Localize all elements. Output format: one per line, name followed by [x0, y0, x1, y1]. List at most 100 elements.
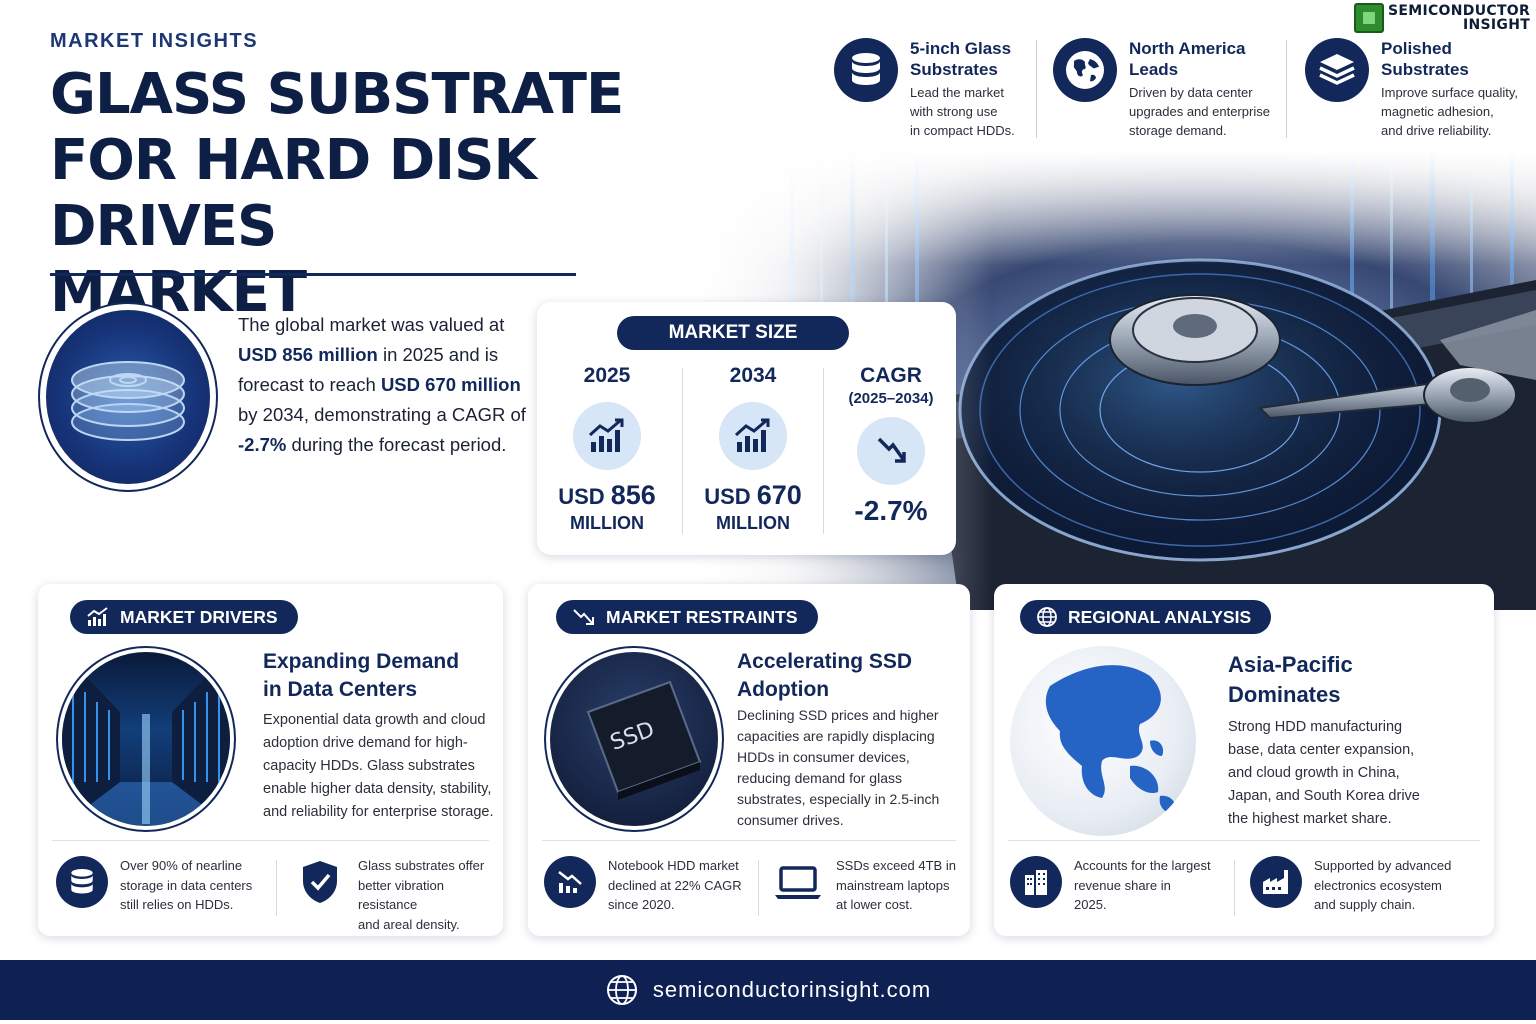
ssd-image: SSD	[544, 646, 724, 832]
card-body-line: capacities are rapidly displacing	[737, 728, 935, 744]
ms-label: CAGR	[860, 364, 922, 387]
stat-line: Supported by advanced	[1314, 858, 1452, 873]
feature-title-l1: North America	[1129, 39, 1246, 58]
feature-north-america: North America Leads Driven by data center…	[1053, 38, 1283, 140]
intro-text: The global market was valued at	[238, 314, 505, 335]
card-body-line: substrates, especially in 2.5-inch	[737, 791, 940, 807]
intro-text: during the forecast period.	[286, 434, 507, 455]
stat-line: Notebook HDD market	[608, 858, 739, 873]
chart-up-icon	[573, 402, 641, 470]
stat-line: 2025.	[1074, 897, 1107, 912]
market-drivers-pill: MARKET DRIVERS	[70, 600, 298, 634]
driver-stat-1: Over 90% of nearline storage in data cen…	[56, 856, 252, 915]
intro-cagr: -2.7%	[238, 434, 287, 455]
intro-value-2025: USD 856 million	[238, 344, 378, 365]
driver-stat-2: Glass substrates offer better vibration …	[294, 856, 503, 934]
feature-title-l1: Polished	[1381, 39, 1452, 58]
intro-text: by 2034, demonstrating a CAGR of	[238, 404, 526, 425]
feature-title-l2: Substrates	[910, 60, 998, 79]
stat-line: still relies on HDDs.	[120, 897, 234, 912]
divider	[1234, 860, 1235, 916]
ms-label: 2025	[583, 364, 631, 387]
divider	[1286, 40, 1287, 138]
divider	[823, 368, 824, 534]
layers-icon	[1305, 38, 1369, 102]
stat-line: at lower cost.	[836, 897, 913, 912]
stat-line: Accounts for the largest	[1074, 858, 1211, 873]
market-size-pill: MARKET SIZE	[617, 316, 849, 350]
feature-desc: magnetic adhesion,	[1381, 104, 1494, 119]
chart-up-icon	[719, 402, 787, 470]
restraint-stat-1: Notebook HDD market declined at 22% CAGR…	[544, 856, 742, 915]
feature-desc: upgrades and enterprise	[1129, 104, 1270, 119]
database-icon	[56, 856, 108, 908]
card-body-line: HDDs in consumer devices,	[737, 749, 910, 765]
stat-line: SSDs exceed 4TB in	[836, 858, 956, 873]
market-restraints-card: MARKET RESTRAINTS SSD Accelerating SSD Ad…	[528, 584, 970, 936]
page-title: GLASS SUBSTRATE FOR HARD DISK DRIVES MAR…	[50, 62, 750, 326]
market-size-2034: 2034 USD 670 MILLION	[683, 364, 823, 534]
globe-icon	[606, 975, 637, 1005]
market-size-cagr: CAGR (2025–2034) -2.7%	[821, 364, 961, 527]
market-size-card: MARKET SIZE 2025 USD 856 MILLION 2034 US…	[537, 302, 956, 555]
card-heading: Dominates	[1228, 682, 1341, 707]
regional-stat-1: Accounts for the largest revenue share i…	[1010, 856, 1211, 915]
divider	[276, 860, 277, 916]
factory-icon	[1250, 856, 1302, 908]
chart-down-icon	[544, 856, 596, 908]
divider	[758, 860, 759, 916]
card-body-line: enable higher data density, stability,	[263, 781, 492, 797]
feature-5inch: 5-inch Glass Substrates Lead the market w…	[834, 38, 1034, 140]
pill-label: MARKET DRIVERS	[120, 606, 278, 627]
arrow-down-right-icon	[857, 417, 925, 485]
feature-polished: Polished Substrates Improve surface quali…	[1305, 38, 1530, 140]
card-body-line: Japan, and South Korea drive	[1228, 788, 1420, 804]
title-divider	[50, 273, 576, 276]
pill-label: MARKET RESTRAINTS	[606, 606, 798, 627]
shield-check-icon	[294, 856, 346, 908]
ms-unit: MILLION	[570, 513, 644, 533]
card-heading: Asia-Pacific	[1228, 652, 1353, 677]
restraint-stat-2: SSDs exceed 4TB in mainstream laptops at…	[772, 856, 956, 915]
ms-prefix: USD	[558, 484, 611, 509]
feature-title-l2: Substrates	[1381, 60, 1469, 79]
feature-desc: Driven by data center	[1129, 85, 1253, 100]
regional-stat-2: Supported by advanced electronics ecosys…	[1250, 856, 1451, 915]
ms-value: -2.7%	[854, 495, 928, 526]
stat-line: Over 90% of nearline	[120, 858, 243, 873]
ms-prefix: USD	[704, 484, 757, 509]
laptop-icon	[772, 856, 824, 908]
globe-icon	[1053, 38, 1117, 102]
intro-paragraph: The global market was valued at USD 856 …	[238, 310, 538, 460]
ms-value: 856	[610, 480, 656, 510]
logo-line2: INSIGHT	[1463, 17, 1531, 33]
feature-title-l2: Leads	[1129, 60, 1179, 79]
card-heading: in Data Centers	[263, 678, 418, 701]
title-line-2: FOR HARD DISK DRIVES	[50, 128, 537, 259]
divider	[682, 368, 683, 534]
market-size-2025: 2025 USD 856 MILLION	[537, 364, 677, 534]
card-heading: Accelerating SSD	[737, 650, 913, 673]
stat-line: since 2020.	[608, 897, 675, 912]
ms-label: 2034	[729, 364, 777, 387]
regional-analysis-pill: REGIONAL ANALYSIS	[1020, 600, 1272, 634]
card-heading: Adoption	[737, 678, 830, 701]
card-body-line: adoption drive demand for high-	[263, 735, 468, 751]
divider	[1036, 40, 1037, 138]
card-body-line: Exponential data growth and cloud	[263, 712, 486, 728]
title-line-1: GLASS SUBSTRATE	[50, 62, 624, 127]
card-body-line: capacity HDDs. Glass substrates	[263, 758, 475, 774]
website-link[interactable]: semiconductorinsight.com	[652, 977, 932, 1002]
card-body-line: and cloud growth in China,	[1228, 765, 1400, 781]
stat-line: revenue share in	[1074, 877, 1171, 893]
pill-label: REGIONAL ANALYSIS	[1068, 606, 1252, 627]
divider	[1008, 840, 1480, 841]
card-body-line: and reliability for enterprise storage.	[263, 804, 494, 820]
stat-line: better vibration resistance	[358, 877, 444, 913]
ms-unit: MILLION	[716, 513, 790, 533]
intro-text: in 2025 and is forecast to reach	[238, 344, 499, 395]
market-restraints-pill: MARKET RESTRAINTS	[556, 600, 818, 634]
stat-line: declined at 22% CAGR	[608, 877, 742, 893]
stat-line: storage in data centers	[120, 877, 253, 893]
feature-desc: storage demand.	[1129, 123, 1227, 138]
